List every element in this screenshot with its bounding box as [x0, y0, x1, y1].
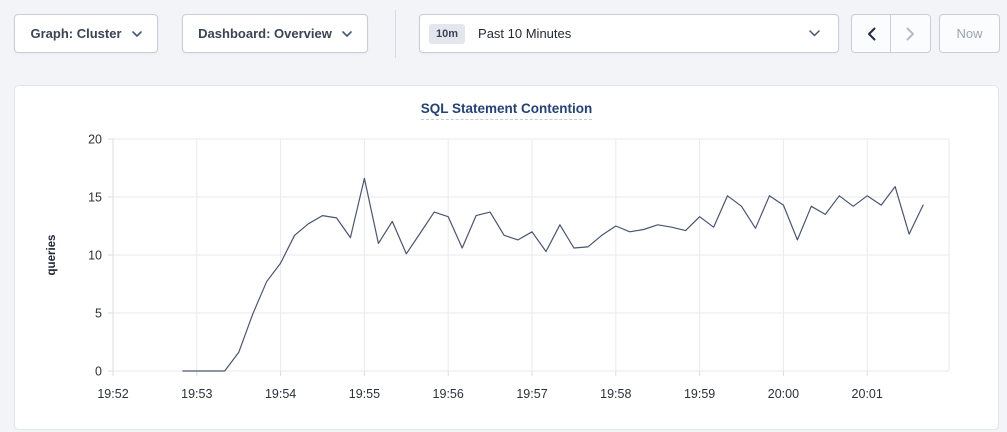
- chevron-down-icon: [342, 30, 352, 37]
- x-tick-label: 19:54: [265, 387, 296, 401]
- graph-selector-label: Graph: Cluster: [30, 26, 122, 41]
- y-tick-label: 5: [95, 306, 102, 320]
- chevron-right-icon: [906, 27, 915, 41]
- dashboard-selector-dropdown[interactable]: Dashboard: Overview: [182, 14, 368, 53]
- x-tick-label: 20:01: [852, 387, 883, 401]
- y-axis-label: queries: [46, 235, 58, 276]
- chart-panel: SQL Statement Contention 0 5 10 15 20 19:52 19…: [14, 85, 999, 430]
- x-tick-label: 19:59: [684, 387, 715, 401]
- time-range-label: Past 10 Minutes: [478, 26, 572, 41]
- y-tick-label: 10: [88, 248, 102, 262]
- prev-time-window-button[interactable]: [852, 15, 891, 52]
- next-time-window-button[interactable]: [891, 15, 930, 52]
- x-tick-label: 19:55: [349, 387, 380, 401]
- dashboard-selector-label: Dashboard: Overview: [198, 26, 332, 41]
- chevron-down-icon: [809, 30, 820, 37]
- toolbar-divider: [395, 10, 396, 58]
- chevron-left-icon: [867, 27, 876, 41]
- time-range-selector[interactable]: 10m Past 10 Minutes: [419, 14, 839, 53]
- y-tick-label: 20: [88, 132, 102, 146]
- x-tick-label: 19:57: [516, 387, 547, 401]
- chevron-down-icon: [131, 30, 142, 37]
- x-tick-label: 19:52: [97, 387, 128, 401]
- x-tick-label: 20:00: [768, 387, 799, 401]
- x-tick-label: 19:53: [181, 387, 212, 401]
- time-window-pager: [851, 14, 931, 53]
- series-line-queries: [182, 177, 924, 372]
- sql-contention-line-chart: 0 5 10 15 20 19:52 19:53 19:54 19:55 19:56 19:57 19…: [46, 132, 950, 401]
- now-button-label: Now: [956, 26, 983, 41]
- y-tick-label: 0: [95, 364, 102, 378]
- y-tick-label: 15: [88, 190, 102, 204]
- chart-title-wrap: SQL Statement Contention: [15, 100, 998, 120]
- x-tick-label: 19:56: [433, 387, 464, 401]
- graph-selector-dropdown[interactable]: Graph: Cluster: [14, 14, 158, 53]
- time-range-badge: 10m: [429, 23, 466, 44]
- now-button[interactable]: Now: [939, 14, 1000, 53]
- x-tick-label: 19:58: [600, 387, 631, 401]
- chart-title[interactable]: SQL Statement Contention: [420, 101, 593, 120]
